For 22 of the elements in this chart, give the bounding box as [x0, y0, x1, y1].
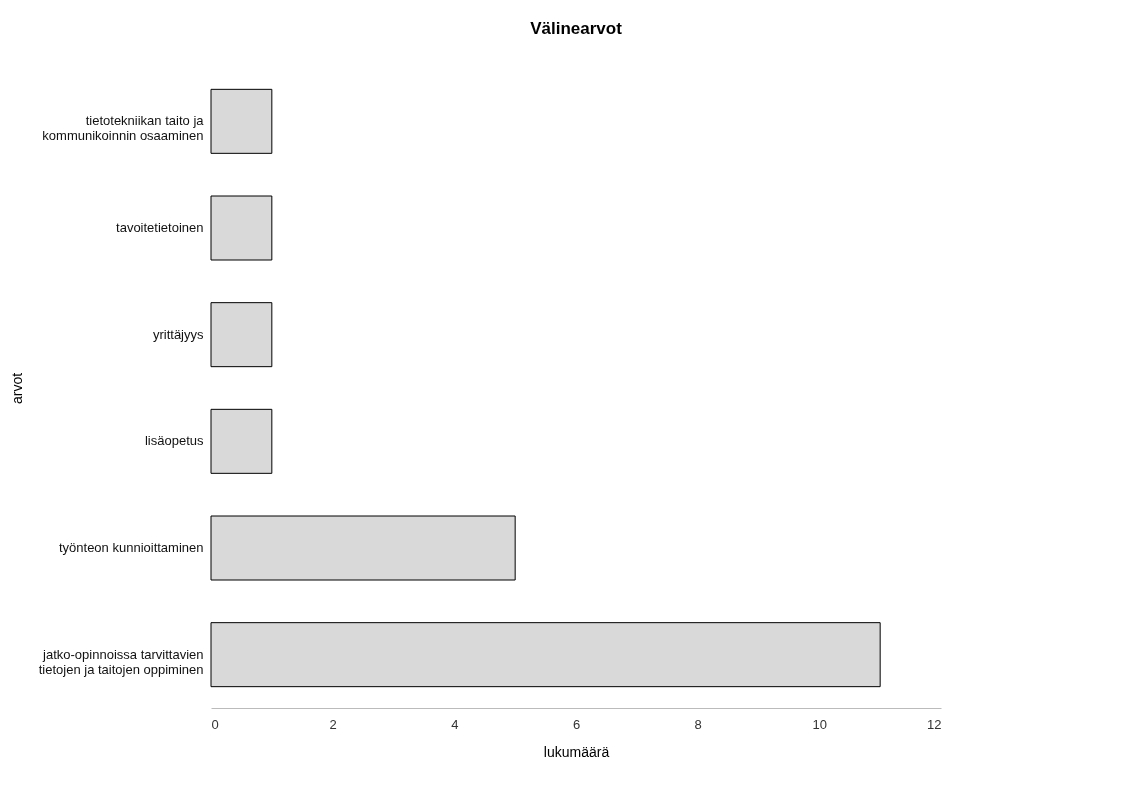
- x-tick-label: 10: [812, 716, 828, 732]
- bar: [210, 408, 273, 474]
- y-axis-title: arvot: [8, 372, 25, 405]
- x-tick-label: 0: [211, 716, 219, 732]
- y-tick-label: tavoitetietoinen: [116, 220, 204, 235]
- bar: [210, 515, 516, 581]
- y-tick-label: yrittäjyys: [152, 326, 204, 342]
- bar: [210, 88, 273, 154]
- bar: [210, 302, 273, 368]
- x-tick-label: 6: [572, 716, 581, 732]
- chart-title: Välinearvot: [530, 19, 623, 38]
- x-tick-label: 8: [694, 716, 702, 732]
- y-tick-label: tietotekniikan taito ja kommunikoinnin osaaminen: [42, 113, 205, 144]
- y-tick-label: jatko-opinnoissa tarvittavien tietojen ja taitojen oppiminen: [38, 646, 204, 677]
- bar: [210, 195, 273, 261]
- x-tick-label: 4: [451, 716, 459, 732]
- bar: [210, 622, 881, 688]
- x-axis-title: lukumäärä: [543, 743, 610, 760]
- y-tick-label: työnteon kunnioittaminen: [58, 540, 204, 555]
- x-tick-label: 12: [927, 716, 942, 732]
- y-tick-label: lisäopetus: [144, 433, 204, 449]
- x-tick-label: 2: [329, 716, 337, 732]
